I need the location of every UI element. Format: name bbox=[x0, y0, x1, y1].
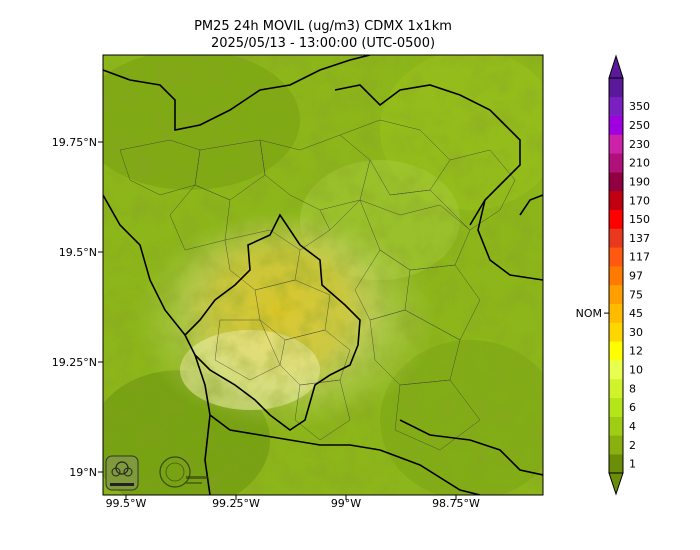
colorbar-level-label: 170 bbox=[629, 194, 650, 207]
colorbar-band bbox=[609, 247, 623, 267]
colorbar-band bbox=[609, 378, 623, 399]
colorbar-band bbox=[609, 397, 623, 417]
colorbar-level-label: 150 bbox=[629, 213, 650, 226]
colorbar-band bbox=[609, 172, 623, 192]
map-title-line-2: 2025/05/13 - 13:00:00 (UTC-0500) bbox=[210, 36, 436, 51]
colorbar-band bbox=[609, 454, 623, 474]
colorbar-level-label: 117 bbox=[629, 251, 650, 264]
lat-tick-label: 19.75°N bbox=[52, 136, 97, 149]
lat-tick-label: 19°N bbox=[69, 466, 97, 479]
colorbar-level-label: 230 bbox=[629, 138, 650, 151]
sedema-logo bbox=[105, 455, 139, 491]
lat-tick-label: 19.5°N bbox=[59, 246, 97, 259]
colorbar-level-label: 190 bbox=[629, 175, 650, 188]
colorbar-band bbox=[609, 303, 623, 323]
latitude-axis: 19.75°N 19.5°N 19.25°N 19°N bbox=[52, 136, 103, 479]
colorbar-level-label: 12 bbox=[629, 345, 643, 358]
colorbar-band bbox=[609, 284, 623, 305]
colorbar-band bbox=[609, 190, 623, 210]
colorbar-level-label: 45 bbox=[629, 307, 643, 320]
colorbar-min-extension bbox=[608, 472, 624, 496]
colorbar-band bbox=[609, 228, 623, 248]
map-title-line-1: PM25 24h MOVIL (ug/m3) CDMX 1x1km bbox=[194, 19, 452, 34]
map-frame bbox=[102, 54, 544, 496]
colorbar-level-label: 6 bbox=[629, 401, 636, 414]
colorbar-band bbox=[609, 341, 623, 361]
colorbar-band bbox=[609, 78, 623, 98]
colorbar-band bbox=[609, 360, 623, 380]
colorbar-band bbox=[609, 115, 623, 135]
ciudad-de-mexico-logo bbox=[159, 456, 208, 488]
colorbar-level-label: 75 bbox=[629, 288, 643, 301]
colorbar-level-label: 137 bbox=[629, 232, 650, 245]
colorbar-band bbox=[609, 134, 623, 154]
colorbar: 1246810123045759711713715017019021023025… bbox=[576, 54, 650, 496]
lon-tick-label: 99.25°W bbox=[212, 497, 260, 510]
nom-label: NOM bbox=[576, 307, 602, 320]
colorbar-band bbox=[609, 266, 623, 286]
lon-tick-label: 99°W bbox=[331, 497, 361, 510]
colorbar-band bbox=[609, 96, 623, 116]
colorbar-level-label: 10 bbox=[629, 364, 643, 377]
colorbar-level-label: 97 bbox=[629, 270, 643, 283]
colorbar-frame bbox=[608, 77, 624, 474]
colorbar-band bbox=[609, 153, 623, 173]
colorbar-level-label: 4 bbox=[629, 420, 636, 433]
map-area[interactable] bbox=[80, 50, 560, 510]
colorbar-band bbox=[609, 416, 623, 436]
colorbar-level-label: 350 bbox=[629, 100, 650, 113]
colorbar-level-label: 30 bbox=[629, 326, 643, 339]
colorbar-band bbox=[609, 209, 623, 229]
colorbar-level-label: 210 bbox=[629, 157, 650, 170]
lon-tick-label: 99.5°W bbox=[106, 497, 147, 510]
longitude-axis: 99.5°W 99.25°W 99°W 98.75°W bbox=[106, 495, 480, 510]
colorbar-level-label: 8 bbox=[629, 382, 636, 395]
lon-tick-label: 98.75°W bbox=[432, 497, 480, 510]
colorbar-band bbox=[609, 435, 623, 455]
colorbar-level-label: 250 bbox=[629, 119, 650, 132]
colorbar-level-label: 2 bbox=[629, 439, 636, 452]
lat-tick-label: 19.25°N bbox=[52, 356, 97, 369]
colorbar-max-extension bbox=[608, 54, 624, 79]
colorbar-level-label: 1 bbox=[629, 458, 636, 471]
colorbar-band bbox=[609, 322, 623, 342]
